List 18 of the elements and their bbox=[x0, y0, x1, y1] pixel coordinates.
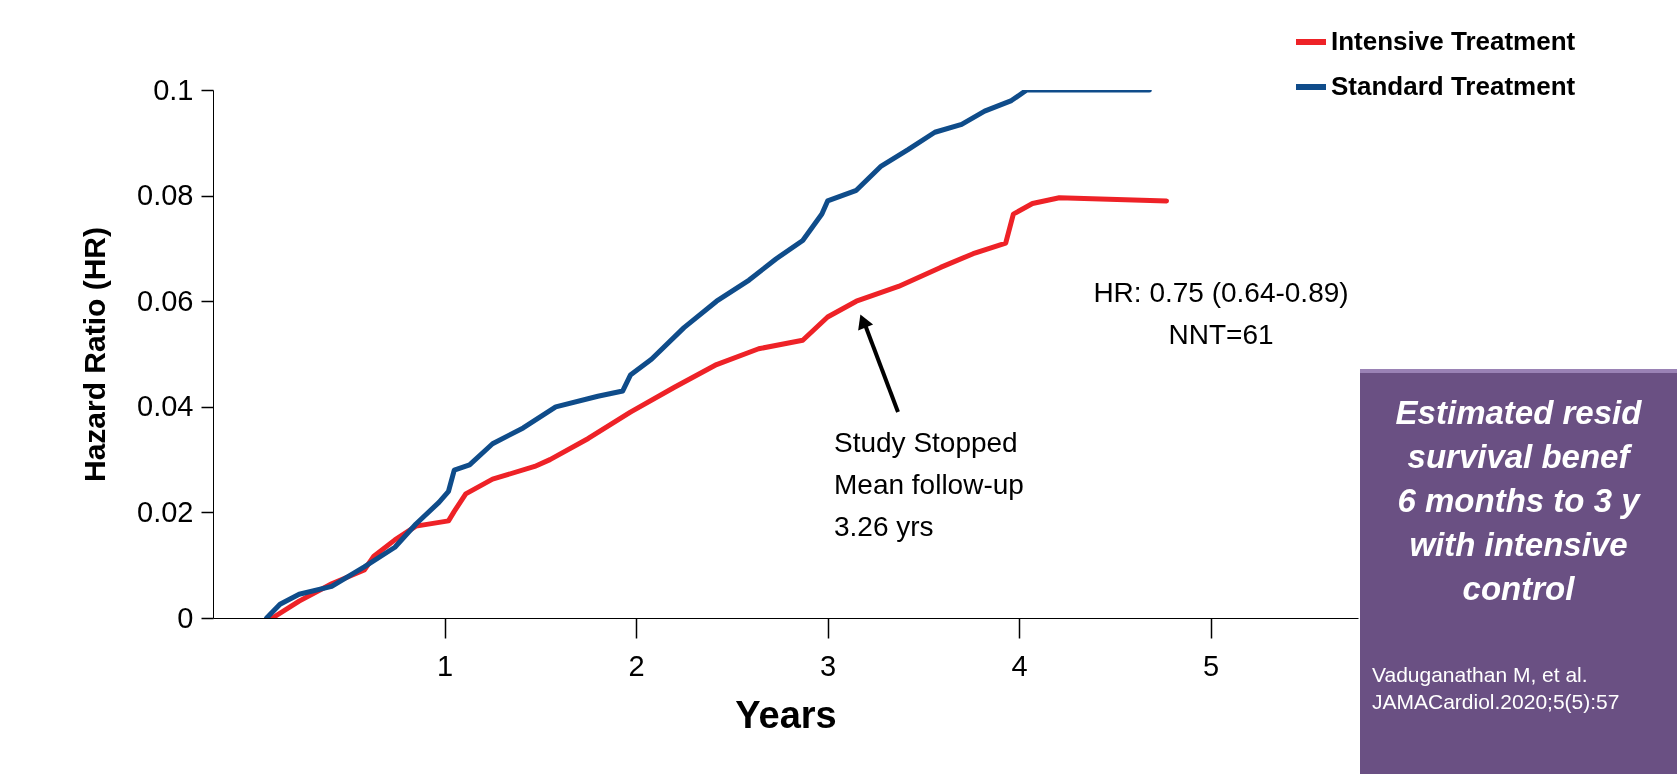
y-tick-label: 0.02 bbox=[137, 495, 194, 528]
x-tick-label: 2 bbox=[628, 649, 645, 682]
y-axis-title: Hazard Ratio (HR) bbox=[78, 226, 112, 483]
y-tick-label: 0.04 bbox=[137, 390, 194, 423]
y-tick-label: 0.06 bbox=[137, 284, 194, 317]
x-tick-label: 5 bbox=[1203, 649, 1220, 682]
y-tick-label: 0.08 bbox=[137, 179, 194, 212]
x-tick-label: 1 bbox=[437, 649, 454, 682]
legend-label: Standard Treatment bbox=[1331, 71, 1576, 101]
x-tick-label: 3 bbox=[820, 649, 837, 682]
y-tick-label: 0 bbox=[177, 601, 194, 634]
annotation: Study Stopped Mean follow-up 3.26 yrs bbox=[834, 427, 1024, 542]
text-panel: Estimated resid survival benef 6 months to 3 y with intensive control Vaduganathan M, et al. JAMACardiol.2020;5(5):57 bbox=[1360, 369, 1677, 774]
legend-label: Intensive Treatment bbox=[1331, 26, 1576, 56]
y-tick-label: 0.1 bbox=[153, 73, 194, 106]
x-tick-label: 4 bbox=[1011, 649, 1028, 682]
x-axis-title: Years bbox=[735, 693, 837, 736]
annotation: HR: 0.75 (0.64-0.89) NNT=61 bbox=[1093, 277, 1349, 350]
